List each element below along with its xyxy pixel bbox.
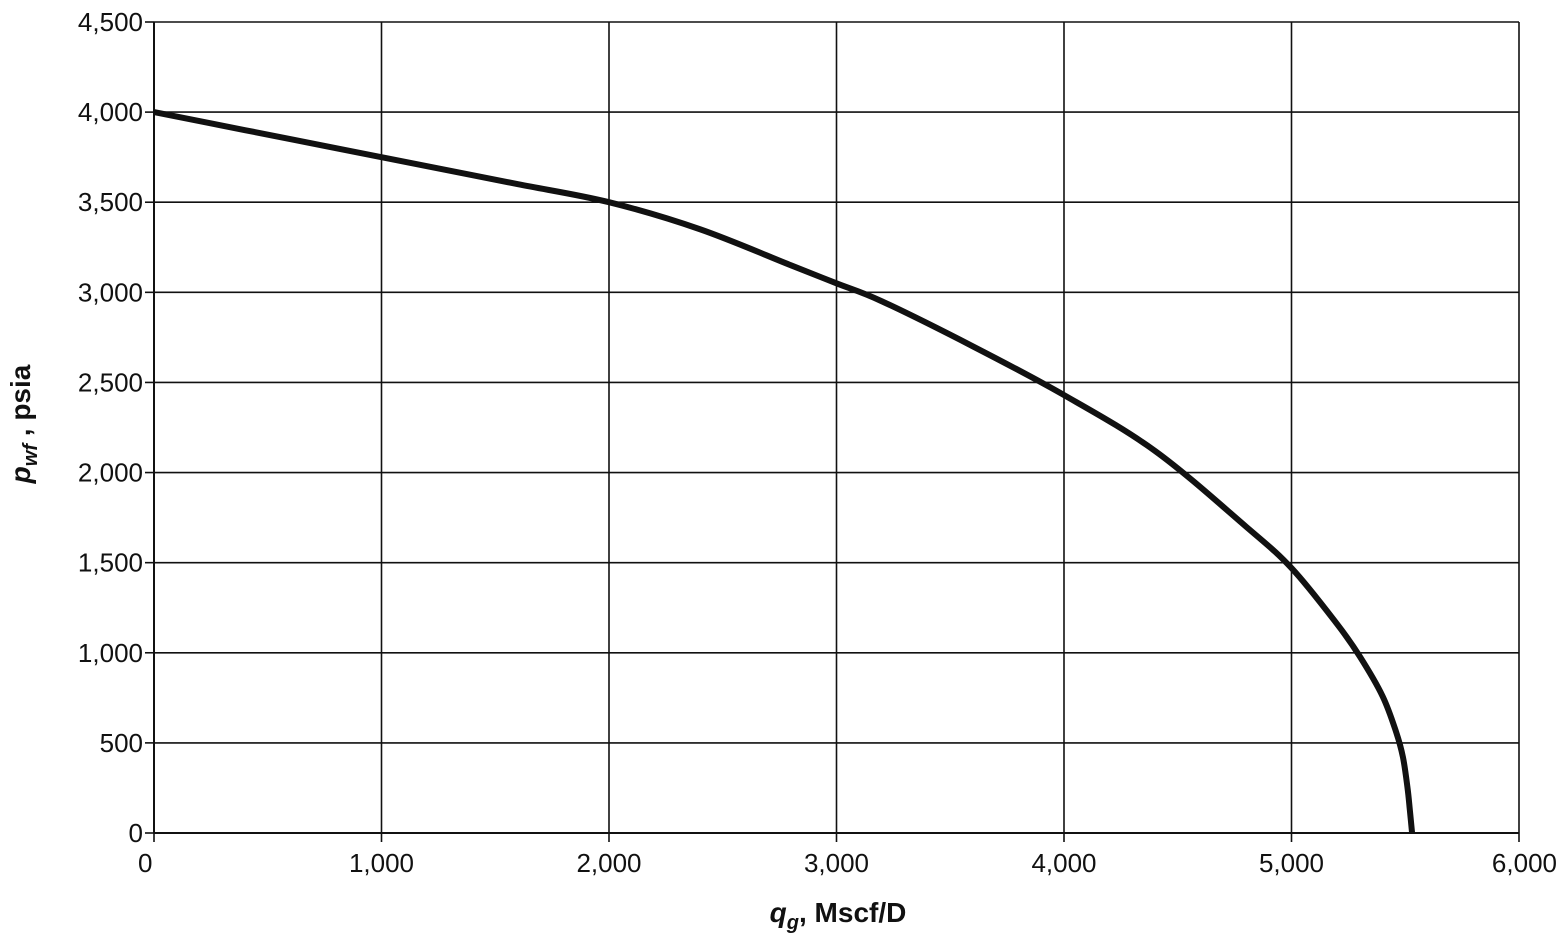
y-tick-label: 3,500	[78, 187, 143, 217]
y-tick-label: 2,500	[78, 367, 143, 397]
x-tick-label: 6,000	[1492, 848, 1557, 878]
x-tick-label: 3,000	[804, 848, 869, 878]
x-tick-label: 0	[138, 848, 152, 878]
y-tick-label: 0	[129, 818, 143, 848]
x-axis-title: qg, Mscf/D	[770, 897, 907, 934]
x-tick-label: 5,000	[1259, 848, 1324, 878]
series-group	[153, 109, 1416, 834]
x-tick-labels: 0 1,000 2,000 3,000 4,000 5,000 6,000	[138, 848, 1557, 878]
y-tick-label: 2,000	[78, 458, 143, 488]
x-tick-label: 4,000	[1031, 848, 1096, 878]
y-tick-labels: 0 500 1,000 1,500 2,000 2,500 3,000 3,500 4,000 4…	[78, 7, 143, 848]
x-tick-label: 2,000	[576, 848, 641, 878]
series-line	[153, 109, 1416, 834]
y-tick-label: 4,500	[78, 7, 143, 37]
y-tick-label: 4,000	[78, 97, 143, 127]
y-tick-label: 3,000	[78, 277, 143, 307]
y-tick-label: 1,500	[78, 548, 143, 578]
y-tick-label: 1,000	[78, 638, 143, 668]
axes	[145, 21, 1520, 842]
grid	[154, 21, 1520, 833]
y-axis-title: pwf , psia	[5, 364, 42, 484]
x-tick-label: 1,000	[349, 848, 414, 878]
y-tick-label: 500	[100, 728, 143, 758]
